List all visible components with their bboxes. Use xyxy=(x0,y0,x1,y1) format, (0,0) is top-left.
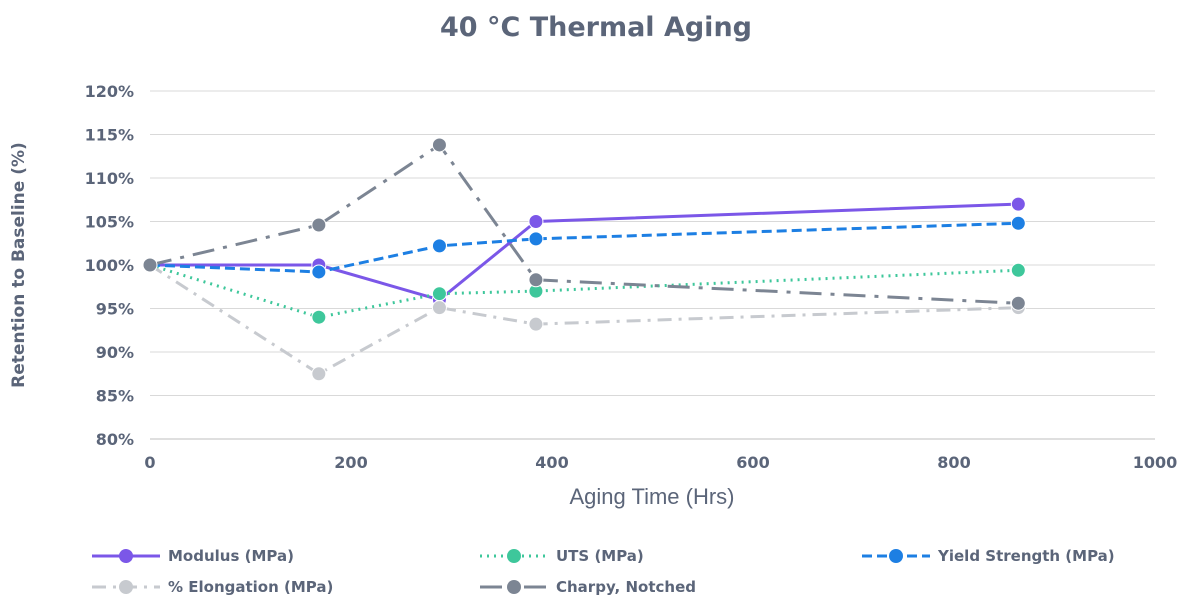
legend-swatch-marker xyxy=(507,549,521,563)
legend-swatch-marker xyxy=(889,549,903,563)
data-point xyxy=(431,238,447,254)
data-point xyxy=(1010,215,1026,231)
legend: Modulus (MPa) UTS (MPa) Yield Strength (MP… xyxy=(92,547,1115,596)
y-tick-label: 120% xyxy=(85,82,134,101)
data-point xyxy=(311,366,327,382)
data-point xyxy=(431,137,447,153)
data-point xyxy=(142,257,158,273)
x-tick-label: 400 xyxy=(535,453,568,472)
data-point xyxy=(431,300,447,316)
data-point xyxy=(431,286,447,302)
data-point xyxy=(311,309,327,325)
y-tick-label: 100% xyxy=(85,256,134,275)
x-tick-label: 800 xyxy=(937,453,970,472)
data-point xyxy=(1010,196,1026,212)
y-tick-label: 95% xyxy=(96,300,134,319)
legend-swatch-marker xyxy=(507,580,521,594)
legend-label: Modulus (MPa) xyxy=(168,547,294,565)
series-line xyxy=(149,263,1019,319)
x-tick-label: 1000 xyxy=(1133,453,1178,472)
chart-title: 40 °C Thermal Aging xyxy=(440,12,752,43)
data-point xyxy=(311,217,327,233)
gridlines xyxy=(150,90,1155,396)
y-axis-label: Retention to Baseline (%) xyxy=(9,142,29,388)
data-point xyxy=(528,272,544,288)
y-axis-ticks: 80% 85% 90% 95% 100% 105% 110% 115% 120% xyxy=(85,82,134,449)
x-tick-label: 600 xyxy=(736,453,769,472)
data-point xyxy=(1010,295,1026,311)
y-tick-label: 105% xyxy=(85,213,134,232)
data-point xyxy=(528,231,544,247)
legend-swatch-marker xyxy=(119,549,133,563)
y-tick-label: 115% xyxy=(85,126,134,145)
legend-swatch-marker xyxy=(119,580,133,594)
y-tick-label: 85% xyxy=(96,387,134,406)
x-axis-ticks: 0 200 400 600 800 1000 xyxy=(144,453,1177,472)
legend-label: Charpy, Notched xyxy=(556,578,696,596)
data-point xyxy=(528,214,544,229)
x-tick-label: 200 xyxy=(334,453,367,472)
x-axis-label: Aging Time (Hrs) xyxy=(569,484,734,509)
series-line xyxy=(149,143,1019,305)
data-point xyxy=(311,264,327,280)
data-point xyxy=(528,316,544,332)
legend-label: Yield Strength (MPa) xyxy=(937,547,1115,565)
y-tick-label: 110% xyxy=(85,169,134,188)
y-tick-label: 80% xyxy=(96,430,134,449)
y-tick-label: 90% xyxy=(96,343,134,362)
data-point xyxy=(1010,262,1026,278)
series-line xyxy=(149,263,1019,376)
legend-label: % Elongation (MPa) xyxy=(168,578,333,596)
x-tick-label: 0 xyxy=(144,453,155,472)
series-line xyxy=(150,202,1019,302)
legend-label: UTS (MPa) xyxy=(556,547,644,565)
series-group xyxy=(142,137,1026,382)
